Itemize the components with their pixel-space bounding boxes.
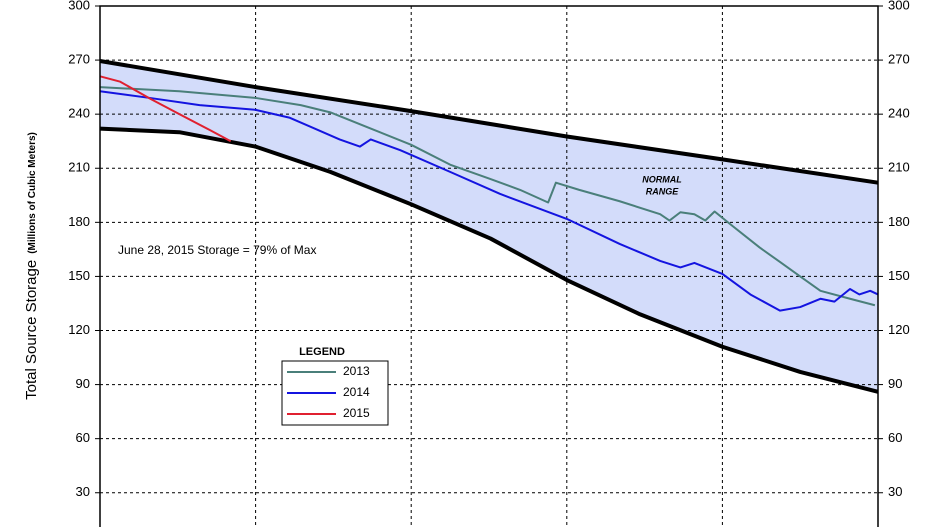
y-tick-label: 60 — [76, 430, 90, 445]
legend-label: 2014 — [343, 385, 370, 399]
legend-label: 2013 — [343, 364, 370, 378]
legend-label: 2015 — [343, 406, 370, 420]
series-line — [99, 75, 232, 143]
legend-title: LEGEND — [299, 346, 345, 358]
y-tick-label: 180 — [68, 214, 90, 229]
y-axis-units: (Millions of Cubic Meters) — [27, 132, 38, 254]
range-upper — [99, 59, 879, 185]
y2-tick-label: 120 — [888, 322, 910, 337]
y-tick-label: 240 — [68, 106, 90, 121]
range-label: RANGE — [646, 186, 679, 196]
plot-frame — [99, 5, 879, 527]
y-tick-label: 30 — [76, 484, 90, 499]
y-tick-label: 300 — [68, 0, 90, 12]
y2-tick-label: 270 — [888, 52, 910, 67]
series-line — [99, 86, 876, 307]
y-tick-label: 120 — [68, 322, 90, 337]
y-tick-label: 210 — [68, 160, 90, 175]
y-tick-label: 270 — [68, 52, 90, 67]
y2-tick-label: 90 — [888, 376, 902, 391]
annotation: June 28, 2015 Storage = 79% of Max — [118, 243, 316, 257]
y2-tick-label: 150 — [888, 268, 910, 283]
range-label: NORMAL — [642, 174, 682, 184]
y2-tick-label: 210 — [888, 160, 910, 175]
y2-tick-label: 300 — [888, 0, 910, 12]
y2-tick-label: 60 — [888, 430, 902, 445]
normal-range-fill — [100, 60, 878, 392]
y2-tick-label: 30 — [888, 484, 902, 499]
y-axis-title: Total Source Storage — [23, 260, 40, 400]
series-line — [99, 90, 879, 312]
y-tick-label: 150 — [68, 268, 90, 283]
y2-tick-label: 240 — [888, 106, 910, 121]
y-tick-label: 90 — [76, 376, 90, 391]
y2-tick-label: 180 — [888, 214, 910, 229]
y-axis-label: Total Source Storage (Millions of Cubic M… — [23, 132, 40, 400]
